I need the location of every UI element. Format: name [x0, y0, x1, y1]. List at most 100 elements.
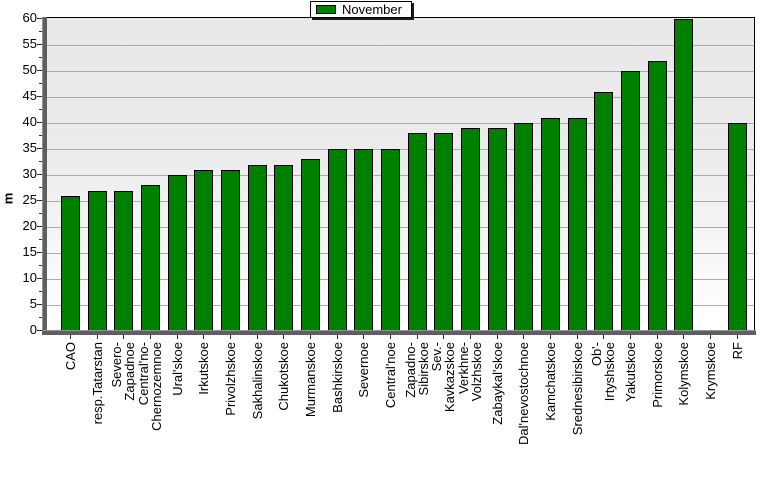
y-major-tick: [37, 18, 42, 19]
x-tick: [283, 335, 284, 339]
y-minor-tick: [39, 135, 42, 136]
bar: [168, 175, 187, 331]
x-tick: [603, 335, 604, 339]
y-tick-label: 5: [29, 296, 37, 311]
bar: [61, 196, 80, 331]
bar: [594, 92, 613, 331]
x-axis-label: Irkutskoe: [196, 342, 211, 395]
bar: [541, 118, 560, 331]
x-axis-label: Kavkazskoe: [442, 342, 457, 413]
bar: [434, 133, 453, 331]
x-tick: [310, 335, 311, 339]
y-tick-label: 50: [22, 62, 37, 77]
y-minor-tick: [39, 83, 42, 84]
y-gridline: [47, 305, 754, 306]
y-minor-tick: [39, 187, 42, 188]
bar: [194, 170, 213, 331]
y-gridline: [47, 175, 754, 176]
x-tick: [550, 335, 551, 339]
y-major-tick: [37, 252, 42, 253]
x-axis-label: Bashkirskoe: [330, 342, 345, 413]
x-axis-label: Irtyshskoe: [602, 342, 617, 402]
bar: [114, 191, 133, 331]
x-axis-label: Murmanskoe: [303, 342, 318, 418]
legend: November: [310, 1, 412, 18]
bar: [88, 191, 107, 331]
x-tick: [683, 335, 684, 339]
bar: [728, 123, 747, 331]
x-tick: [390, 335, 391, 339]
y-minor-tick: [39, 239, 42, 240]
x-tick: [497, 335, 498, 339]
y-gridline: [47, 279, 754, 280]
y-gridline: [47, 123, 754, 124]
bar: [408, 133, 427, 331]
y-axis-bar: [42, 17, 47, 335]
y-gridline: [47, 227, 754, 228]
bar: [621, 71, 640, 331]
x-tick: [577, 335, 578, 339]
y-minor-tick: [39, 265, 42, 266]
y-major-tick: [37, 70, 42, 71]
x-axis-label: Srednesibirskoe: [570, 342, 585, 436]
y-tick-label: 40: [22, 114, 37, 129]
y-gridline: [47, 45, 754, 46]
y-minor-tick: [39, 213, 42, 214]
plot-area: [47, 17, 755, 331]
x-tick: [363, 335, 364, 339]
y-minor-tick: [39, 57, 42, 58]
x-tick: [630, 335, 631, 339]
bar: [514, 123, 533, 331]
x-tick: [470, 335, 471, 339]
bar: [648, 61, 667, 331]
bar: [328, 149, 347, 331]
y-minor-tick: [39, 317, 42, 318]
bar: [461, 128, 480, 331]
x-axis-label: CAO: [63, 342, 78, 371]
x-tick: [203, 335, 204, 339]
y-tick-label: 10: [22, 270, 37, 285]
x-tick: [123, 335, 124, 339]
y-minor-tick: [39, 161, 42, 162]
x-tick: [443, 335, 444, 339]
x-axis-label: Dal'nevostochnoe: [516, 342, 531, 445]
y-major-tick: [37, 226, 42, 227]
x-tick: [710, 335, 711, 339]
x-axis-label: Yakutskoe: [623, 342, 638, 402]
legend-label: November: [342, 2, 402, 17]
bar: [141, 185, 160, 331]
bar: [301, 159, 320, 331]
bar: [488, 128, 507, 331]
y-tick-label: 55: [22, 36, 37, 51]
y-gridline: [47, 149, 754, 150]
y-major-tick: [37, 200, 42, 201]
x-tick: [737, 335, 738, 339]
bar: [221, 170, 240, 331]
bar: [381, 149, 400, 331]
x-tick: [257, 335, 258, 339]
x-tick: [150, 335, 151, 339]
y-major-tick: [37, 122, 42, 123]
y-minor-tick: [39, 291, 42, 292]
y-tick-label: 60: [22, 10, 37, 25]
y-minor-tick: [39, 109, 42, 110]
x-axis-label: Privolzhskoe: [223, 342, 238, 416]
bar: [568, 118, 587, 331]
bar: [674, 19, 693, 331]
bar: [354, 149, 373, 331]
y-tick-label: 0: [29, 322, 37, 337]
y-gridline: [47, 201, 754, 202]
x-axis-label: Zapadnoe: [122, 342, 137, 401]
x-tick: [230, 335, 231, 339]
y-major-tick: [37, 148, 42, 149]
x-axis-label: Primorskoe: [650, 342, 665, 408]
x-axis-label: Chukotskoe: [276, 342, 291, 411]
y-major-tick: [37, 96, 42, 97]
x-axis-label: Kamchatskoe: [543, 342, 558, 421]
x-axis-label: resp.Tatarstan: [90, 342, 105, 425]
x-axis-label: Krymskoe: [703, 342, 718, 400]
legend-swatch-icon: [316, 5, 336, 14]
y-tick-label: 35: [22, 140, 37, 155]
y-major-tick: [37, 278, 42, 279]
